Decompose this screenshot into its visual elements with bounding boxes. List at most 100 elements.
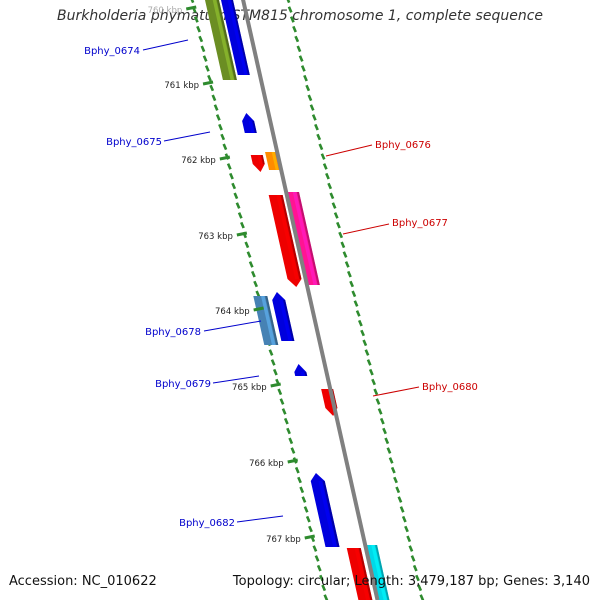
tick-mark (211, 94, 217, 102)
tick-mark (220, 133, 226, 141)
major-tick (270, 382, 281, 388)
tick-mark (200, 45, 206, 53)
gene-bphy-0676a (250, 155, 265, 172)
tick-mark (286, 0, 291, 4)
gene-label[interactable]: Bphy_0677 (392, 218, 448, 229)
gene-label-leader (325, 144, 373, 157)
gene-label[interactable]: Bphy_0679 (155, 379, 211, 390)
tick-mark (202, 55, 208, 62)
tick-mark (329, 192, 335, 200)
tick-mark (338, 231, 344, 239)
tick-mark (362, 339, 368, 347)
tick-mark (373, 388, 379, 396)
tick-mark (233, 192, 239, 200)
gene-features (205, 0, 390, 600)
tick-mark (415, 574, 420, 582)
tick-mark (349, 280, 355, 288)
tick-mark (368, 368, 374, 376)
tick-mark (342, 251, 348, 258)
tick-mark (299, 486, 305, 494)
tick-mark (289, 16, 295, 23)
tick-mark (364, 349, 370, 356)
tick-mark (325, 172, 330, 180)
tick-mark (286, 427, 291, 435)
gene-bphy-0674b (221, 0, 250, 75)
tick-mark (198, 35, 204, 43)
tick-mark (319, 574, 324, 582)
gene-bphy-0682 (310, 473, 340, 547)
tick-mark (377, 408, 383, 415)
tick-mark (307, 94, 313, 102)
gene-label-leader (342, 223, 390, 235)
gene-label[interactable]: Bphy_0674 (84, 46, 140, 57)
tick-mark (190, 0, 195, 4)
tick-ruler (190, 0, 425, 600)
tick-mark (408, 545, 414, 552)
tick-mark (294, 35, 300, 43)
tick-mark (303, 74, 308, 82)
tick-mark (371, 378, 376, 386)
tick-mark (290, 447, 296, 454)
tick-mark (209, 84, 215, 92)
tick-mark (384, 437, 390, 445)
map-title: Burkholderia phymatum STM815 chromosome … (56, 8, 543, 24)
tick-mark (207, 74, 212, 82)
gene-bphy-0677a (268, 195, 302, 287)
tick-mark (316, 564, 322, 572)
tick-mark (297, 476, 302, 484)
gene-label-leader (203, 320, 262, 332)
kbp-tick-label: 767 kbp (266, 535, 301, 545)
major-tick (185, 5, 197, 11)
tick-mark (253, 280, 259, 288)
tick-mark (316, 133, 322, 141)
tick-mark (240, 221, 245, 229)
gene-bphy-0677b (285, 192, 320, 285)
major-tick (287, 458, 299, 464)
gene-label[interactable]: Bphy_0675 (106, 137, 162, 148)
tick-mark (314, 123, 319, 131)
tick-mark (215, 114, 221, 121)
gene-bphy-0674a (205, 0, 237, 80)
tick-mark (358, 319, 363, 327)
tick-mark (292, 25, 297, 33)
tick-mark (248, 261, 254, 268)
tick-mark (305, 515, 311, 523)
major-tick (202, 80, 214, 86)
tick-mark (333, 212, 339, 219)
gene-label[interactable]: Bphy_0676 (375, 140, 431, 151)
tick-mark (193, 16, 199, 23)
gene-label-leader (372, 386, 420, 397)
major-tick (304, 534, 316, 540)
tick-mark (406, 535, 412, 543)
gene-labels: Bphy_0674 Bphy_0675 Bphy_0676 Bphy_0677 Bphy… (84, 39, 478, 529)
tick-mark (331, 202, 337, 209)
tick-mark (360, 329, 365, 337)
tick-mark (287, 6, 293, 13)
tick-mark (298, 55, 304, 62)
tick-mark (255, 290, 261, 298)
tick-mark (288, 437, 294, 445)
chromosome-backbone (241, 0, 380, 600)
gene-bphy-0683a (346, 548, 373, 600)
tick-mark (251, 270, 256, 278)
gene-label[interactable]: Bphy_0680 (422, 382, 478, 393)
tick-mark (281, 408, 287, 415)
tick-mark (309, 104, 315, 111)
kbp-tick-label: 763 kbp (198, 232, 233, 242)
tick-mark (294, 466, 300, 474)
gene-label-leader (163, 131, 211, 142)
gene-label[interactable]: Bphy_0678 (145, 327, 201, 338)
tick-mark (308, 525, 313, 533)
gene-label[interactable]: Bphy_0682 (179, 518, 235, 529)
kbp-tick-label: 761 kbp (164, 81, 199, 91)
tick-mark (270, 359, 276, 366)
gene-label-leader (212, 375, 260, 384)
kbp-tick-label: 762 kbp (181, 156, 216, 166)
tick-mark (410, 555, 416, 562)
tick-mark (355, 310, 361, 317)
tick-mark (283, 417, 289, 425)
tick-mark (340, 241, 346, 249)
tick-mark (321, 584, 327, 592)
tick-mark (347, 270, 352, 278)
tick-mark (218, 123, 223, 131)
